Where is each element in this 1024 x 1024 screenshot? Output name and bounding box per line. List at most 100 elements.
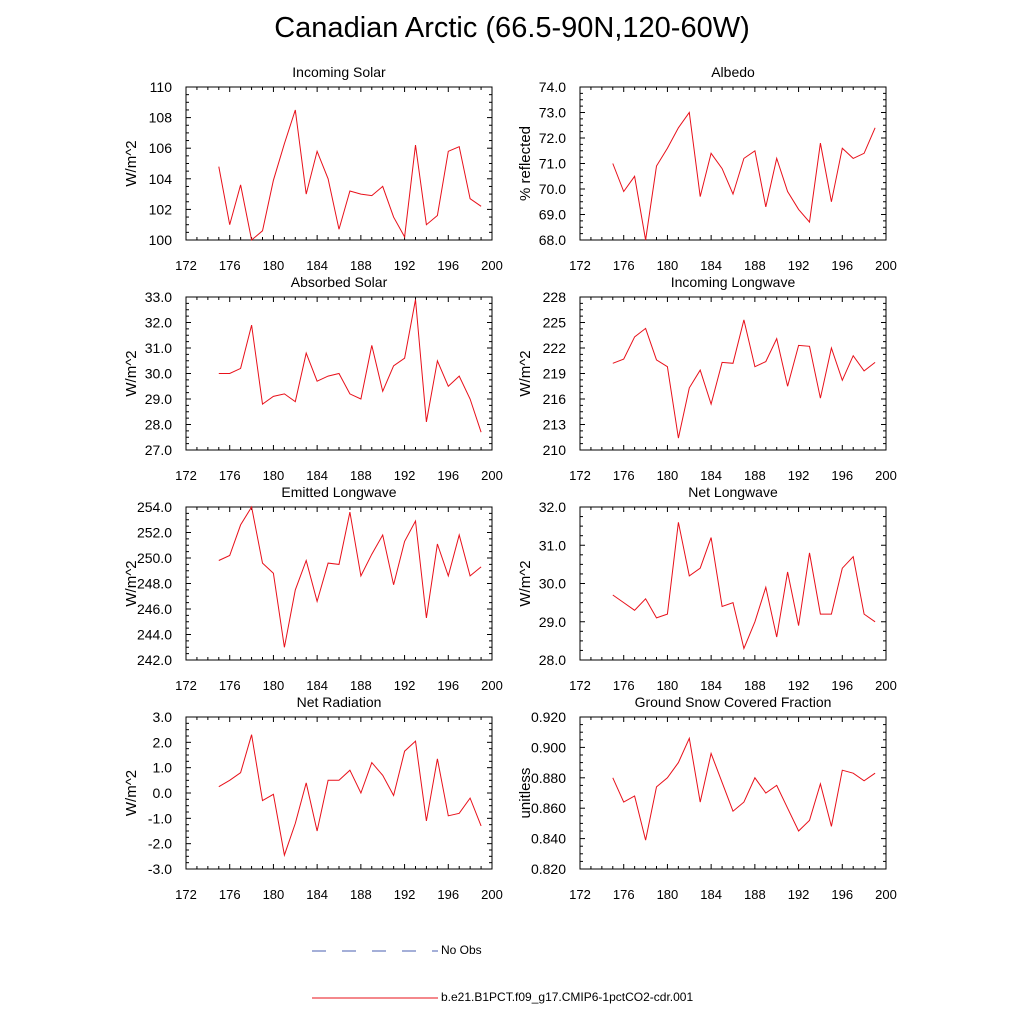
panel-title: Incoming Solar <box>292 64 386 80</box>
x-tick-label: 192 <box>394 678 416 693</box>
x-tick-label: 180 <box>657 468 679 483</box>
x-tick-label: 200 <box>875 258 897 273</box>
y-axis-label: W/m^2 <box>123 770 140 816</box>
x-tick-label: 184 <box>306 887 328 902</box>
y-tick-label: -3.0 <box>148 861 172 877</box>
x-tick-label: 176 <box>613 258 635 273</box>
x-tick-label: 176 <box>219 468 241 483</box>
y-axis-label: W/m^2 <box>517 350 534 396</box>
y-tick-label: 219 <box>543 366 567 382</box>
panel-1: Incoming Solar W/m^2 172 176 180 184 188 192 196… <box>123 64 503 273</box>
y-tick-label: 0.840 <box>531 831 566 847</box>
y-tick-label: 28.0 <box>145 417 172 433</box>
x-tick-label: 172 <box>175 258 197 273</box>
y-tick-label: 0.820 <box>531 861 566 877</box>
series-line-1 <box>218 109 482 241</box>
series-line-1 <box>612 319 876 439</box>
y-tick-label: 68.0 <box>539 232 566 248</box>
x-tick-label: 192 <box>394 258 416 273</box>
panel-title: Net Longwave <box>688 484 778 500</box>
y-tick-label: 0.0 <box>153 785 173 801</box>
panel-title: Net Radiation <box>297 694 382 710</box>
series-line-1 <box>218 299 482 433</box>
x-tick-label: 172 <box>175 678 197 693</box>
y-tick-label: 110 <box>150 79 173 95</box>
y-axis-label: W/m^2 <box>517 560 534 606</box>
x-tick-label: 196 <box>831 468 853 483</box>
y-tick-label: 216 <box>543 391 567 407</box>
y-tick-label: 0.860 <box>531 800 566 816</box>
x-tick-label: 188 <box>744 887 766 902</box>
x-tick-label: 180 <box>263 258 285 273</box>
x-tick-label: 172 <box>175 468 197 483</box>
plot-frame <box>185 716 493 870</box>
x-tick-label: 200 <box>481 468 503 483</box>
x-tick-label: 184 <box>306 468 328 483</box>
y-tick-label: 32.0 <box>145 315 172 331</box>
y-axis-label: % reflected <box>517 126 534 201</box>
x-tick-label: 176 <box>219 258 241 273</box>
y-tick-label: 228 <box>543 289 567 305</box>
y-tick-label: 30.0 <box>145 366 172 382</box>
y-axis-label: W/m^2 <box>123 350 140 396</box>
y-tick-label: 225 <box>543 315 567 331</box>
x-tick-label: 192 <box>788 468 810 483</box>
y-tick-label: 31.0 <box>539 537 566 553</box>
x-tick-label: 184 <box>700 468 722 483</box>
x-tick-label: 200 <box>875 678 897 693</box>
y-tick-label: 246.0 <box>137 601 172 617</box>
x-tick-label: 180 <box>657 887 679 902</box>
x-tick-label: 172 <box>569 678 591 693</box>
y-tick-label: 69.0 <box>539 207 566 223</box>
panel-8: Ground Snow Covered Fraction unitless 172 1… <box>517 694 897 902</box>
y-tick-label: 213 <box>543 417 567 433</box>
panel-4: Incoming Longwave W/m^2 172 176 180 184 188 192… <box>517 274 897 483</box>
y-tick-label: 74.0 <box>539 79 566 95</box>
x-tick-label: 192 <box>394 468 416 483</box>
y-tick-label: 102 <box>149 201 173 217</box>
x-tick-label: 188 <box>350 678 372 693</box>
series-line-1 <box>612 522 876 651</box>
page-title: Canadian Arctic (66.5-90N,120-60W) <box>274 12 750 44</box>
x-tick-label: 176 <box>613 468 635 483</box>
panel-7: Net Radiation W/m^2 172 176 180 184 188 192 196 2… <box>123 694 503 902</box>
x-tick-label: 196 <box>831 258 853 273</box>
plot-frame <box>579 86 887 241</box>
panel-title: Ground Snow Covered Fraction <box>635 694 832 710</box>
plot-frame <box>579 506 887 661</box>
x-tick-label: 176 <box>219 887 241 902</box>
panel-2: Albedo % reflected 172 176 180 184 188 192 196 20… <box>517 64 897 273</box>
y-tick-label: 104 <box>149 171 173 187</box>
x-tick-label: 188 <box>350 887 372 902</box>
y-tick-label: 33.0 <box>145 289 172 305</box>
x-tick-label: 196 <box>831 887 853 902</box>
legend-obs-line <box>312 950 438 952</box>
x-tick-label: 180 <box>263 468 285 483</box>
y-tick-label: 100 <box>149 232 173 248</box>
x-tick-label: 172 <box>569 887 591 902</box>
y-tick-label: 29.0 <box>145 391 172 407</box>
x-tick-label: 200 <box>875 468 897 483</box>
x-tick-label: 200 <box>481 258 503 273</box>
y-tick-label: 242.0 <box>137 652 172 668</box>
x-tick-label: 176 <box>219 678 241 693</box>
y-tick-label: 27.0 <box>145 442 172 458</box>
x-tick-label: 184 <box>700 887 722 902</box>
legend-obs-label: No Obs <box>441 943 482 957</box>
x-tick-label: 180 <box>657 258 679 273</box>
legend-model-line <box>312 997 438 999</box>
y-tick-label: 29.0 <box>539 614 566 630</box>
y-tick-label: 254.0 <box>137 499 172 515</box>
y-tick-label: 106 <box>149 140 173 156</box>
x-tick-label: 192 <box>394 887 416 902</box>
y-tick-label: 250.0 <box>137 550 172 566</box>
panel-6: Net Longwave W/m^2 172 176 180 184 188 192 196 20… <box>517 484 897 693</box>
series-line-1 <box>218 734 482 858</box>
x-tick-label: 180 <box>263 887 285 902</box>
x-tick-label: 192 <box>788 887 810 902</box>
x-tick-label: 196 <box>437 887 459 902</box>
y-tick-label: 71.0 <box>539 156 566 172</box>
y-tick-label: 0.880 <box>531 770 566 786</box>
x-tick-label: 172 <box>569 468 591 483</box>
plot-frame <box>185 506 493 661</box>
